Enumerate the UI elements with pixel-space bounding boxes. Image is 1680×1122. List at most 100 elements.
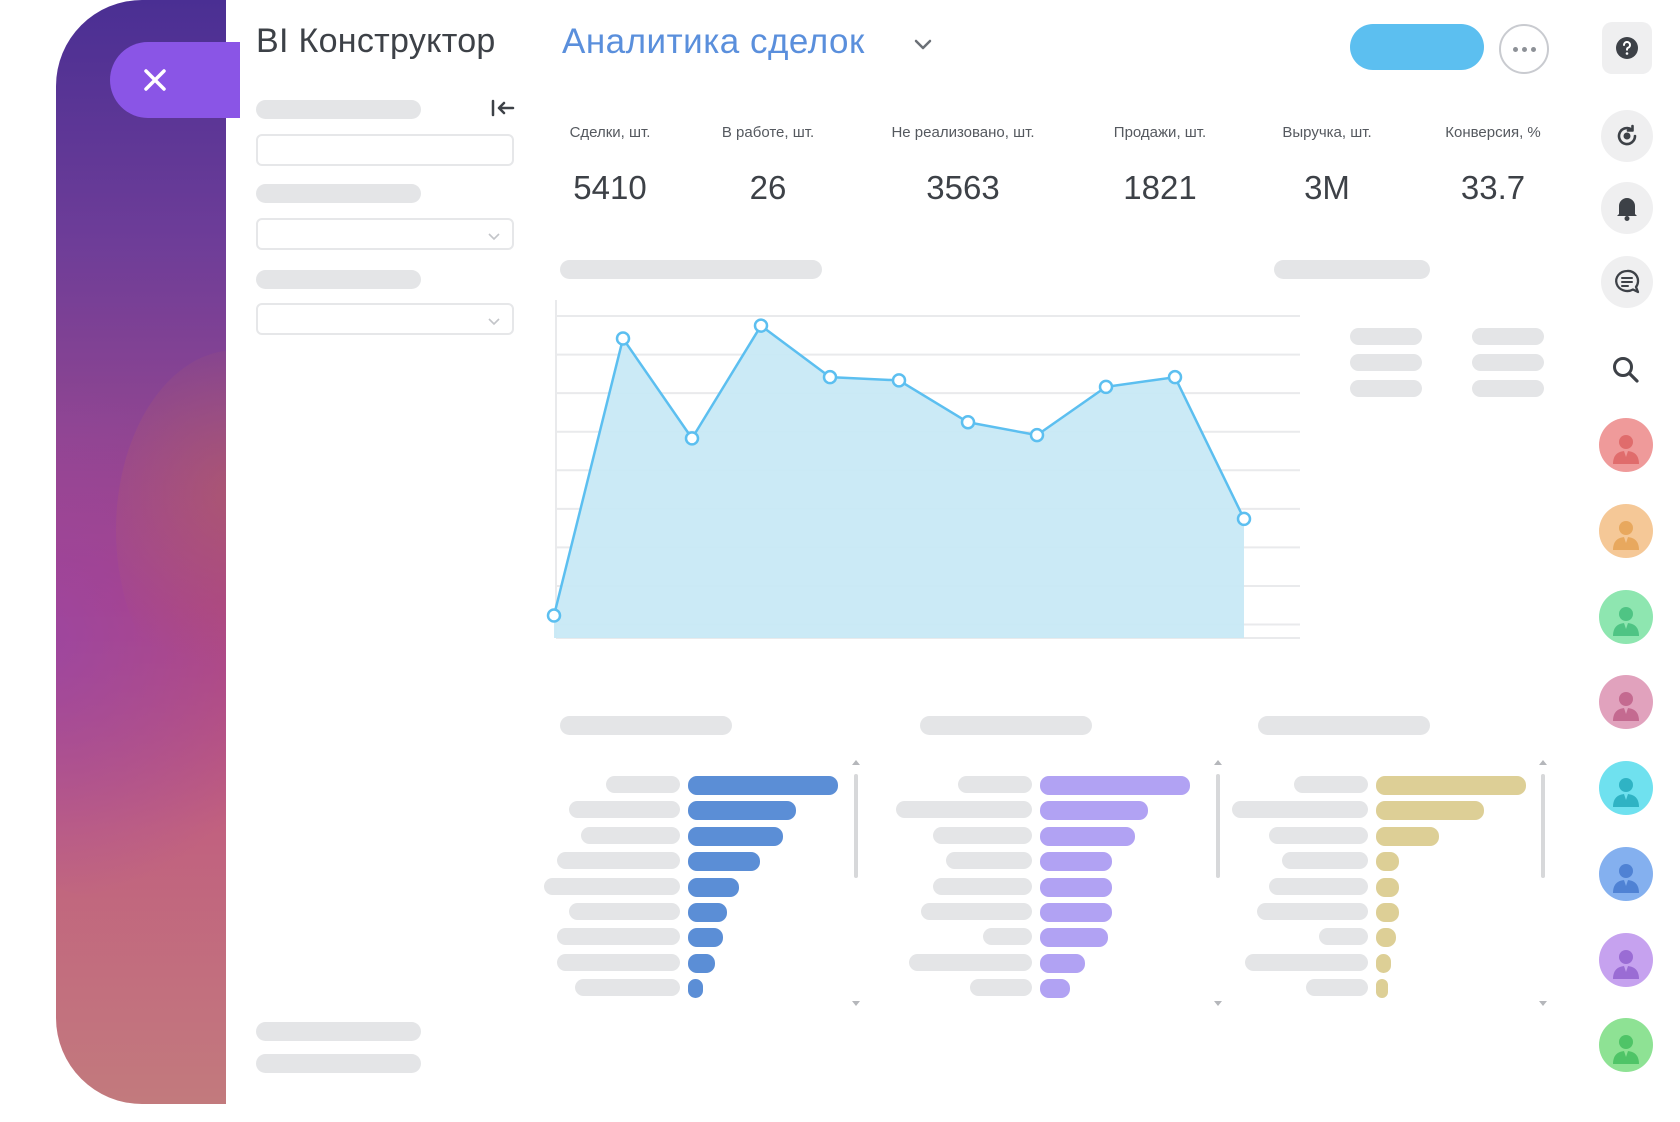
data-point — [1029, 427, 1045, 443]
data-point — [1098, 379, 1114, 395]
scrollbar[interactable] — [854, 774, 858, 878]
funnel-bar — [1376, 903, 1399, 922]
funnel-bar — [1040, 979, 1070, 999]
funnel-bar — [688, 903, 727, 922]
funnel-bar — [1040, 928, 1108, 948]
scroll-down-icon[interactable] — [1214, 1001, 1222, 1006]
funnel-label-placeholder — [982, 928, 1032, 946]
chat-icon — [1615, 269, 1640, 294]
search-icon[interactable] — [1608, 352, 1644, 388]
data-point — [546, 608, 562, 623]
funnel-label-placeholder — [556, 953, 680, 971]
funnel-bar — [1376, 928, 1396, 948]
user-avatar[interactable] — [1599, 1018, 1653, 1072]
kpi-value: 33.7 — [1460, 169, 1526, 206]
user-icon — [1613, 435, 1639, 464]
chat-button[interactable] — [1601, 256, 1653, 308]
kpi-value: 3M — [1304, 169, 1350, 206]
funnel-bar — [1376, 979, 1388, 999]
funnel-label-placeholder — [568, 903, 680, 920]
scroll-up-icon[interactable] — [1539, 760, 1547, 765]
user-avatar[interactable] — [1599, 847, 1653, 901]
primary-action-button[interactable] — [1350, 24, 1484, 70]
filter-select[interactable] — [256, 303, 514, 335]
funnel-label-placeholder — [933, 826, 1032, 844]
kpi-label: Конверсия, % — [1445, 124, 1541, 141]
chart-title-placeholder — [560, 260, 822, 279]
funnel-label-placeholder — [908, 953, 1032, 971]
funnel-bar — [1040, 776, 1190, 795]
filter-select[interactable] — [256, 218, 514, 250]
funnel-bar — [688, 801, 796, 821]
funnel-bar — [688, 776, 838, 795]
funnel-bar — [688, 953, 715, 973]
data-point — [1167, 369, 1183, 385]
user-avatar[interactable] — [1599, 933, 1653, 987]
user-icon — [1613, 607, 1639, 636]
filter-input[interactable] — [256, 134, 514, 166]
scroll-up-icon[interactable] — [1214, 760, 1222, 765]
funnel-label-placeholder — [1293, 776, 1368, 793]
footer-placeholder — [256, 1054, 421, 1073]
user-icon — [1613, 692, 1639, 721]
funnel-label-placeholder — [581, 826, 680, 844]
help-icon — [1616, 37, 1638, 59]
refresh-button[interactable] — [1601, 110, 1653, 162]
funnel-label-placeholder — [1232, 801, 1368, 819]
user-icon — [1613, 950, 1639, 979]
funnel-bar — [1376, 953, 1391, 973]
deals-area-chart — [546, 300, 1300, 639]
funnel-bar — [1376, 776, 1526, 795]
user-avatar[interactable] — [1599, 504, 1653, 558]
scroll-up-icon[interactable] — [852, 760, 860, 765]
funnel-bar — [1376, 877, 1399, 897]
funnel-bar — [688, 826, 783, 846]
funnel-bar — [688, 877, 739, 897]
funnel-label-placeholder — [970, 979, 1032, 997]
user-avatar[interactable] — [1599, 761, 1653, 815]
more-options-button[interactable] — [1499, 24, 1549, 74]
kpi-value: 5410 — [573, 169, 647, 206]
scroll-down-icon[interactable] — [852, 1001, 860, 1006]
funnel-label-placeholder — [568, 801, 680, 819]
legend-item-placeholder — [1350, 328, 1422, 345]
funnel-bar — [1040, 903, 1112, 922]
notifications-button[interactable] — [1601, 182, 1653, 234]
funnel-label-placeholder — [945, 852, 1032, 870]
dot — [1512, 46, 1518, 52]
data-point — [753, 318, 769, 333]
legend-item-placeholder — [1472, 354, 1544, 371]
collapse-panel-icon[interactable] — [490, 98, 516, 118]
user-icon — [1613, 778, 1639, 807]
kpi-label: Не реализовано, шт. — [891, 124, 1035, 141]
scrollbar[interactable] — [1216, 774, 1220, 878]
data-point — [822, 369, 838, 385]
app-title: BI Конструктор — [256, 22, 496, 60]
funnel-title-placeholder — [560, 716, 732, 735]
funnel-bar — [1040, 801, 1148, 821]
user-avatar[interactable] — [1599, 675, 1653, 729]
legend-title-placeholder — [1274, 260, 1430, 279]
scroll-down-icon[interactable] — [1539, 1001, 1547, 1006]
chevron-down-icon — [488, 233, 500, 241]
funnel-bar — [1376, 852, 1399, 872]
chevron-down-icon[interactable] — [910, 32, 936, 58]
kpi-label: Продажи, шт. — [1113, 124, 1207, 141]
kpi-not-realized: Не реализовано, шт. 3563 — [878, 124, 1048, 207]
user-avatar[interactable] — [1599, 590, 1653, 644]
funnel-label-placeholder — [605, 776, 680, 793]
help-button[interactable] — [1602, 22, 1652, 74]
close-button[interactable] — [110, 42, 240, 118]
funnel-label-placeholder — [544, 877, 680, 895]
report-selector[interactable]: Аналитика сделок — [562, 22, 865, 61]
scrollbar[interactable] — [1541, 774, 1545, 878]
kpi-label: Выручка, шт. — [1282, 124, 1372, 141]
funnel-label-placeholder — [1318, 928, 1368, 946]
funnel-bar — [688, 852, 760, 872]
data-point — [891, 373, 907, 388]
kpi-sales: Продажи, шт. 1821 — [1100, 124, 1220, 207]
funnel-label-placeholder — [1281, 852, 1368, 870]
user-avatar[interactable] — [1599, 418, 1653, 472]
funnel-bar — [1376, 801, 1484, 821]
filter-label-placeholder — [256, 270, 421, 289]
